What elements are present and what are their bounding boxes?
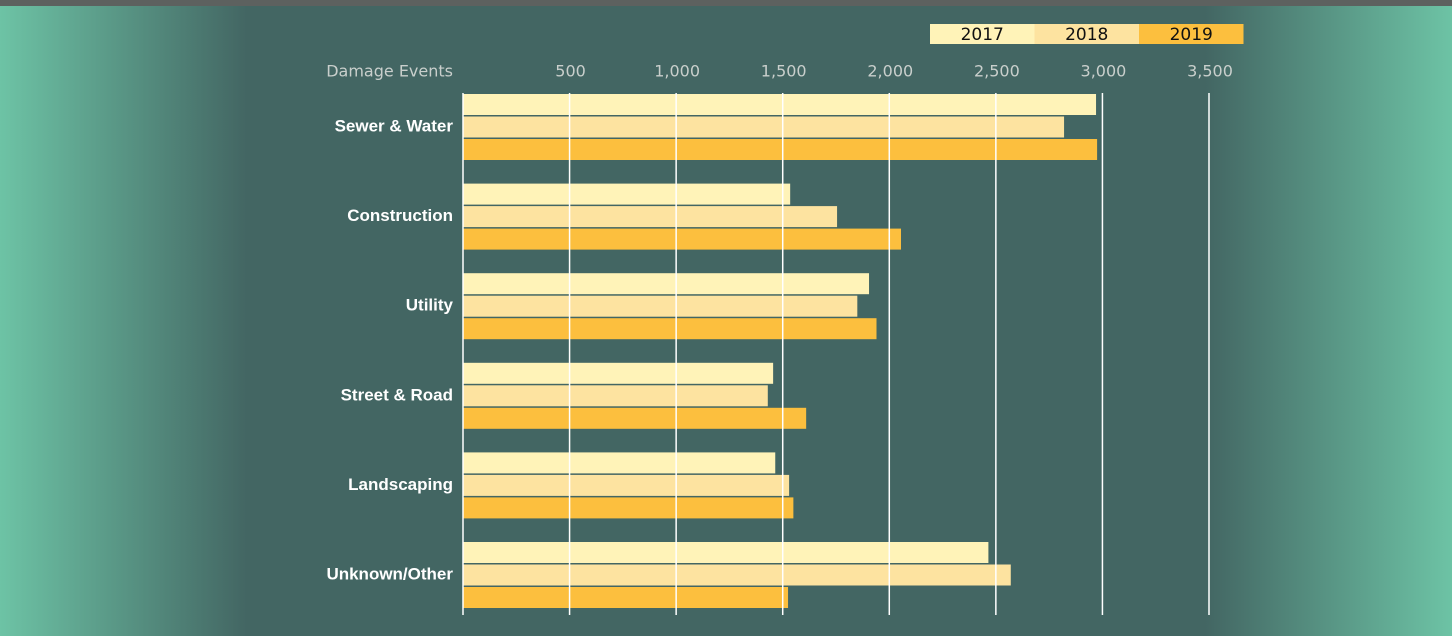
category-label: Unknown/Other xyxy=(326,564,453,583)
x-tick-label: 2,000 xyxy=(867,62,913,81)
category-label: Street & Road xyxy=(341,385,453,404)
category-label: Landscaping xyxy=(348,475,453,494)
category-label: Sewer & Water xyxy=(335,116,454,135)
x-axis-label: Damage Events xyxy=(326,62,453,81)
bar xyxy=(463,206,838,228)
x-tick-label: 3,500 xyxy=(1187,62,1233,81)
legend-swatch xyxy=(930,24,1035,44)
bar xyxy=(463,183,791,205)
bar xyxy=(463,139,1098,160)
top-strip xyxy=(0,0,1452,6)
bar xyxy=(463,497,794,519)
bar xyxy=(463,542,989,563)
category-label: Construction xyxy=(347,206,453,225)
bar xyxy=(463,564,1011,586)
bar xyxy=(463,452,776,474)
bar xyxy=(463,273,870,295)
bar xyxy=(463,318,877,340)
x-tick-label: 500 xyxy=(555,62,586,81)
legend-swatch xyxy=(1034,24,1139,44)
x-tick-label: 2,500 xyxy=(974,62,1020,81)
bar xyxy=(463,295,858,317)
bar xyxy=(463,587,789,608)
bar xyxy=(463,407,807,429)
bar xyxy=(463,116,1065,138)
bar xyxy=(463,474,790,496)
legend-label: 2017 xyxy=(961,25,1004,45)
x-tick-label: 1,000 xyxy=(654,62,700,81)
category-label: Utility xyxy=(406,296,454,315)
x-tick-label: 1,500 xyxy=(761,62,807,81)
bar xyxy=(463,385,768,407)
legend-label: 2018 xyxy=(1065,25,1108,45)
legend-swatch xyxy=(1139,24,1244,44)
bar xyxy=(463,228,902,250)
x-tick-label: 3,000 xyxy=(1081,62,1127,81)
legend-label: 2019 xyxy=(1170,25,1213,45)
bar xyxy=(463,362,774,384)
bar xyxy=(463,94,1097,115)
